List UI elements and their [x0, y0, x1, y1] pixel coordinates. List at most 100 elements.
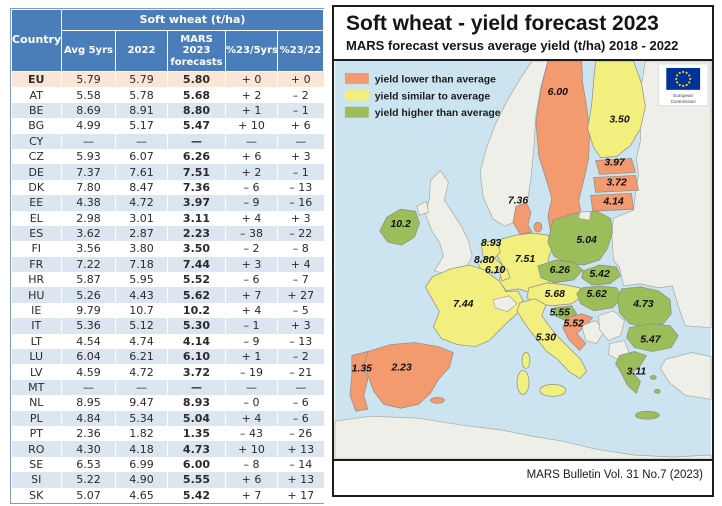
year-2022-value: 4.72 — [115, 364, 168, 380]
year-2022-value: 4.43 — [115, 287, 168, 303]
pct-23-vs-5yrs-value: + 2 — [225, 87, 278, 103]
pct-23-vs-5yrs-value: + 4 — [225, 410, 278, 426]
country-code: IT — [11, 318, 62, 334]
country-greece-crete — [635, 410, 660, 420]
mars-2023-forecast-value: — — [167, 133, 226, 149]
table-row-eu: EU 5.79 5.79 5.80 + 0 + 0 — [11, 71, 324, 88]
year-2022-value: 4.72 — [115, 195, 168, 211]
map-value-label-hu: 5.62 — [586, 289, 607, 300]
country-lithuania — [590, 192, 634, 212]
pct-23-vs-22-value: — — [276, 379, 324, 396]
country-code: PL — [11, 410, 62, 426]
country-code: CY — [11, 133, 62, 149]
country-code: CZ — [11, 148, 62, 165]
avg-5yrs-value: 4.84 — [61, 410, 116, 426]
table-row-lv: LV 4.59 4.72 3.72– 19– 21 — [11, 364, 324, 380]
eu-star — [685, 83, 688, 87]
europe-map: yield lower than average yield similar to… — [334, 61, 712, 459]
avg-5yrs-value: 5.79 — [61, 71, 116, 88]
map-value-label-hr: 5.52 — [564, 319, 585, 330]
landmass-norway — [479, 61, 549, 227]
country-italy-sardinia — [516, 370, 530, 395]
country-greece-island2 — [653, 389, 661, 394]
country-column-header: Country — [11, 9, 62, 72]
pct-23-vs-5yrs-value: – 43 — [225, 425, 278, 442]
country-greece-island — [650, 375, 657, 380]
table-row-pl: PL 4.84 5.34 5.04 + 4– 6 — [11, 410, 324, 426]
map-value-label-lu: 6.10 — [485, 265, 506, 276]
table-row-lt: LT 4.54 4.74 4.14– 9– 13 — [11, 333, 324, 350]
table-row-se: SE 6.53 6.99 6.00– 8– 14 — [11, 456, 324, 473]
country-poland — [547, 210, 613, 266]
pct-23-vs-22-value: – 1 — [276, 102, 324, 119]
avg-5yrs-value: 7.80 — [61, 179, 116, 196]
country-code: SI — [11, 472, 62, 488]
avg-5yrs-value: 5.58 — [61, 87, 116, 103]
mars-2023-forecast-value: 5.68 — [167, 87, 226, 103]
country-code: HR — [11, 272, 62, 288]
country-code: EU — [11, 71, 62, 88]
mars-2023-forecast-value: — — [167, 379, 226, 396]
map-header: Soft wheat - yield forecast 2023 MARS fo… — [334, 7, 712, 61]
mars-2023-forecast-value: 5.30 — [167, 318, 226, 334]
pct-23-vs-22-value: – 5 — [276, 302, 324, 319]
legend-label: yield lower than average — [375, 74, 496, 85]
pct-23-vs-22-value: – 13 — [276, 333, 324, 350]
country-hungary — [576, 285, 623, 312]
landmass-turkey — [659, 352, 712, 400]
pct-23-vs-22-value: – 6 — [276, 395, 324, 411]
pct-23-vs-5yrs-value: – 0 — [225, 395, 278, 411]
country-code: BG — [11, 118, 62, 134]
pct-23-vs-22-value: + 13 — [276, 472, 324, 488]
table-row-be: BE 8.69 8.91 8.80 + 1– 1 — [11, 102, 324, 119]
country-estonia — [595, 158, 636, 175]
mars-2023-forecast-value: 5.52 — [167, 272, 226, 288]
avg-5yrs-value: — — [61, 379, 116, 396]
pct-23-vs-5yrs-value: + 4 — [225, 210, 278, 226]
legend-label: yield higher than average — [375, 108, 501, 119]
table-row-es: ES 3.62 2.87 2.23– 38– 22 — [11, 225, 324, 242]
avg-5yrs-value: 4.38 — [61, 195, 116, 211]
eu-star — [678, 83, 681, 87]
year-2022-value: 5.78 — [115, 87, 168, 103]
year-2022-value: 6.21 — [115, 349, 168, 365]
legend-swatch — [344, 89, 369, 101]
avg-5yrs-value: 8.69 — [61, 102, 116, 119]
year-2022-value: 4.18 — [115, 441, 168, 457]
pct-23-vs-22-value: + 3 — [276, 318, 324, 334]
country-france — [425, 264, 524, 347]
eu-star — [682, 84, 685, 87]
country-spain — [363, 342, 454, 409]
eu-star — [688, 81, 691, 84]
table-row-hr: HR 5.87 5.95 5.52– 6– 7 — [11, 272, 324, 288]
pct-23-vs-22-value: – 1 — [276, 164, 324, 180]
map-value-label-es: 2.23 — [390, 362, 412, 373]
country-slovakia — [581, 264, 621, 286]
mars-2023-forecast-value: 5.04 — [167, 410, 226, 426]
map-value-label-pl: 5.04 — [577, 235, 598, 246]
pct-23-vs-5yrs-value: – 9 — [225, 333, 278, 350]
avg-5yrs-value: 2.98 — [61, 210, 116, 226]
country-france-corsica — [521, 352, 531, 369]
map-subtitle: MARS forecast versus average yield (t/ha… — [346, 38, 679, 53]
map-value-label-el: 3.11 — [627, 366, 647, 377]
year-2022-value: 3.01 — [115, 210, 168, 226]
pct-23-vs-5yrs-value: – 6 — [225, 272, 278, 288]
mars-2023-forecast-value: 1.35 — [167, 425, 226, 442]
map-value-label-lt: 4.14 — [602, 196, 624, 207]
country-finland — [587, 61, 646, 158]
pct-23-vs-22-value: + 4 — [276, 256, 324, 273]
map-panel: Soft wheat - yield forecast 2023 MARS fo… — [332, 5, 714, 497]
country-code: ES — [11, 225, 62, 242]
landmass-bosnia — [581, 320, 606, 344]
table-row-mt: MT — — — — — — [11, 379, 324, 396]
table-row-cy: CY — — — — — — [11, 133, 324, 149]
eu-star — [678, 71, 681, 74]
pct-23-vs-22-value: – 14 — [276, 456, 324, 473]
pct-23-vs-22-value: – 13 — [276, 179, 324, 196]
pct-23-vs-22-value: – 2 — [276, 87, 324, 103]
pct-23-vs-5yrs-value: – 8 — [225, 456, 278, 473]
map-value-label-at: 5.68 — [545, 289, 566, 300]
avg-5yrs-value: 7.37 — [61, 164, 116, 180]
map-value-label-be: 8.80 — [474, 255, 495, 266]
